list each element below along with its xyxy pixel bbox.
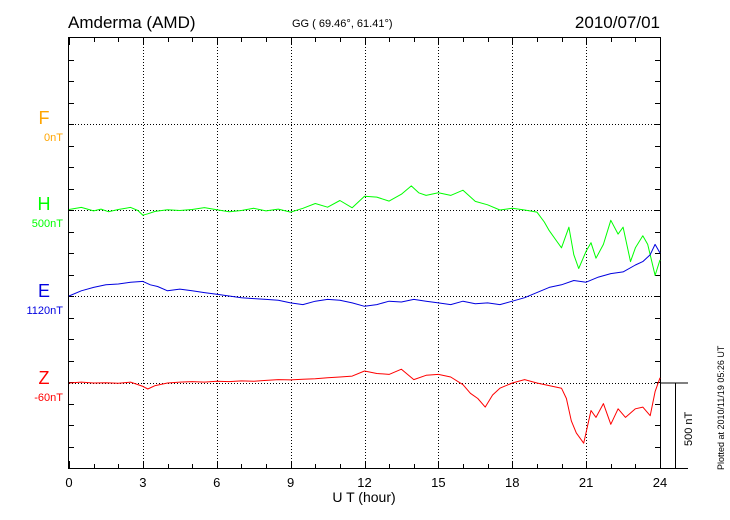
x-tick-labels: 0 3 6 9 12 15 18 21 24 [65, 475, 667, 490]
component-e-label: E [38, 281, 50, 301]
station-title: Amderma (AMD) [68, 13, 196, 32]
scale-bar-label: 500 nT [683, 411, 695, 446]
component-e-baseline: 1120nT [27, 305, 64, 317]
series-e-line [68, 243, 661, 307]
x-tick-label: 21 [579, 475, 593, 490]
component-f-label: F [39, 108, 50, 128]
date-label: 2010/07/01 [575, 13, 660, 32]
component-f-baseline: 0nT [44, 132, 63, 144]
x-tick-label: 0 [65, 475, 72, 490]
series-lines [68, 185, 661, 444]
axis-ticks [69, 38, 661, 468]
x-tick-label: 9 [287, 475, 294, 490]
x-tick-label: 6 [213, 475, 220, 490]
series-z-line [68, 368, 661, 444]
vertical-gridlines [143, 38, 587, 468]
scale-bar: 500 nT [660, 382, 695, 469]
plot-frame [68, 37, 661, 469]
series-h-line [68, 185, 661, 276]
component-labels: F 0nT H 500nT E 1120nT Z -60nT [27, 108, 64, 404]
plotted-at-note: Plotted at 2010/11/19 05:26 UT [716, 345, 726, 470]
x-tick-label: 15 [431, 475, 445, 490]
baseline-gridlines [69, 124, 660, 384]
x-axis-title: U T (hour) [332, 489, 395, 505]
component-h-baseline: 500nT [32, 218, 63, 230]
x-tick-label: 3 [139, 475, 146, 490]
x-tick-label: 12 [357, 475, 371, 490]
coordinates-label: GG ( 69.46°, 61.41°) [292, 18, 393, 30]
x-tick-label: 24 [653, 475, 667, 490]
component-z-label: Z [39, 368, 50, 388]
component-h-label: H [38, 194, 51, 214]
component-z-baseline: -60nT [34, 392, 63, 404]
x-tick-label: 18 [505, 475, 519, 490]
